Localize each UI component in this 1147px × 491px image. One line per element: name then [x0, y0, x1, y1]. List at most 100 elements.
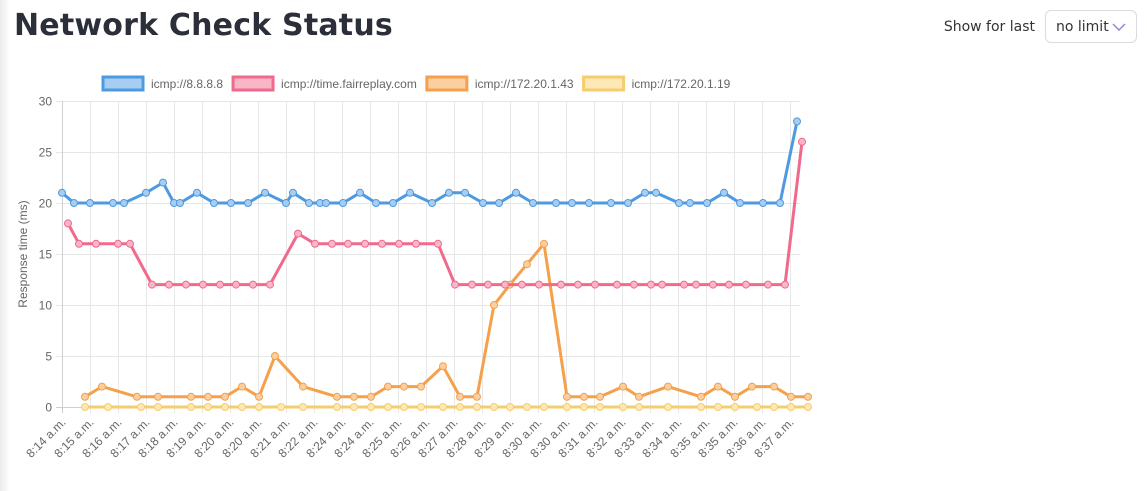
data-point[interactable] [495, 199, 503, 207]
data-point[interactable] [70, 199, 78, 207]
data-point[interactable] [434, 239, 442, 248]
data-point[interactable] [372, 199, 380, 207]
data-point[interactable] [333, 403, 341, 411]
data-point[interactable] [630, 280, 638, 289]
data-point[interactable] [282, 199, 290, 207]
data-point[interactable] [165, 280, 173, 289]
data-point[interactable] [557, 280, 565, 289]
data-point[interactable] [400, 403, 408, 411]
data-point[interactable] [199, 280, 207, 289]
data-point[interactable] [580, 392, 588, 401]
data-point[interactable] [126, 239, 134, 248]
data-point[interactable] [697, 392, 705, 401]
data-point[interactable] [781, 280, 789, 289]
data-point[interactable] [748, 382, 756, 391]
data-point[interactable] [725, 280, 733, 289]
data-point[interactable] [328, 239, 336, 248]
data-point[interactable] [294, 229, 302, 238]
data-point[interactable] [266, 280, 274, 289]
data-point[interactable] [159, 178, 167, 187]
data-point[interactable] [133, 392, 141, 401]
data-point[interactable] [277, 403, 285, 411]
data-point[interactable] [658, 280, 666, 289]
legend-item[interactable]: icmp://8.8.8.8 [101, 75, 223, 92]
data-point[interactable] [563, 403, 571, 411]
data-point[interactable] [244, 199, 252, 207]
data-point[interactable] [187, 403, 195, 411]
data-point[interactable] [635, 392, 643, 401]
data-point[interactable] [473, 403, 481, 411]
data-point[interactable] [104, 403, 112, 411]
data-point[interactable] [709, 280, 717, 289]
data-point[interactable] [75, 239, 83, 248]
data-point[interactable] [720, 188, 728, 197]
data-point[interactable] [731, 403, 739, 411]
data-point[interactable] [703, 199, 711, 207]
data-point[interactable] [664, 382, 672, 391]
data-point[interactable] [255, 403, 263, 411]
data-point[interactable] [356, 188, 364, 197]
data-point[interactable] [490, 403, 498, 411]
data-point[interactable] [742, 280, 750, 289]
data-point[interactable] [585, 199, 593, 207]
data-point[interactable] [148, 280, 156, 289]
data-point[interactable] [176, 199, 184, 207]
data-point[interactable] [714, 382, 722, 391]
data-point[interactable] [333, 392, 341, 401]
data-point[interactable] [445, 188, 453, 197]
data-point[interactable] [305, 199, 313, 207]
data-point[interactable] [204, 403, 212, 411]
data-point[interactable] [378, 239, 386, 248]
data-point[interactable] [540, 403, 548, 411]
legend-item[interactable]: icmp://172.20.1.43 [425, 75, 574, 92]
data-point[interactable] [686, 199, 694, 207]
data-point[interactable] [261, 188, 269, 197]
data-point[interactable] [406, 188, 414, 197]
data-point[interactable] [271, 352, 279, 360]
data-point[interactable] [238, 382, 246, 391]
data-point[interactable] [412, 239, 420, 248]
data-point[interactable] [210, 199, 218, 207]
data-point[interactable] [535, 280, 543, 289]
data-point[interactable] [417, 382, 425, 391]
data-point[interactable] [400, 382, 408, 391]
data-point[interactable] [596, 392, 604, 401]
data-point[interactable] [568, 199, 576, 207]
data-point[interactable] [770, 382, 778, 391]
data-point[interactable] [787, 403, 795, 411]
data-point[interactable] [350, 403, 358, 411]
data-point[interactable] [142, 188, 150, 197]
data-point[interactable] [204, 392, 212, 401]
data-point[interactable] [361, 239, 369, 248]
data-point[interactable] [804, 392, 812, 401]
data-point[interactable] [692, 280, 700, 289]
data-point[interactable] [339, 199, 347, 207]
data-point[interactable] [501, 280, 509, 289]
data-point[interactable] [675, 199, 683, 207]
data-point[interactable] [114, 239, 122, 248]
data-point[interactable] [299, 382, 307, 391]
data-point[interactable] [249, 280, 257, 289]
data-point[interactable] [216, 280, 224, 289]
data-point[interactable] [607, 199, 615, 207]
data-point[interactable] [540, 239, 548, 248]
data-point[interactable] [591, 280, 599, 289]
data-point[interactable] [518, 280, 526, 289]
data-point[interactable] [798, 137, 806, 146]
data-point[interactable] [322, 199, 330, 207]
data-point[interactable] [596, 403, 604, 411]
data-point[interactable] [619, 403, 627, 411]
data-point[interactable] [350, 392, 358, 401]
data-point[interactable] [289, 188, 297, 197]
time-range-select[interactable]: no limit [1045, 10, 1137, 43]
data-point[interactable] [456, 392, 464, 401]
data-point[interactable] [439, 362, 447, 371]
data-point[interactable] [389, 199, 397, 207]
data-point[interactable] [344, 239, 352, 248]
data-point[interactable] [221, 392, 229, 401]
data-point[interactable] [395, 239, 403, 248]
data-point[interactable] [664, 403, 672, 411]
data-point[interactable] [613, 280, 621, 289]
data-point[interactable] [479, 199, 487, 207]
data-point[interactable] [367, 403, 375, 411]
